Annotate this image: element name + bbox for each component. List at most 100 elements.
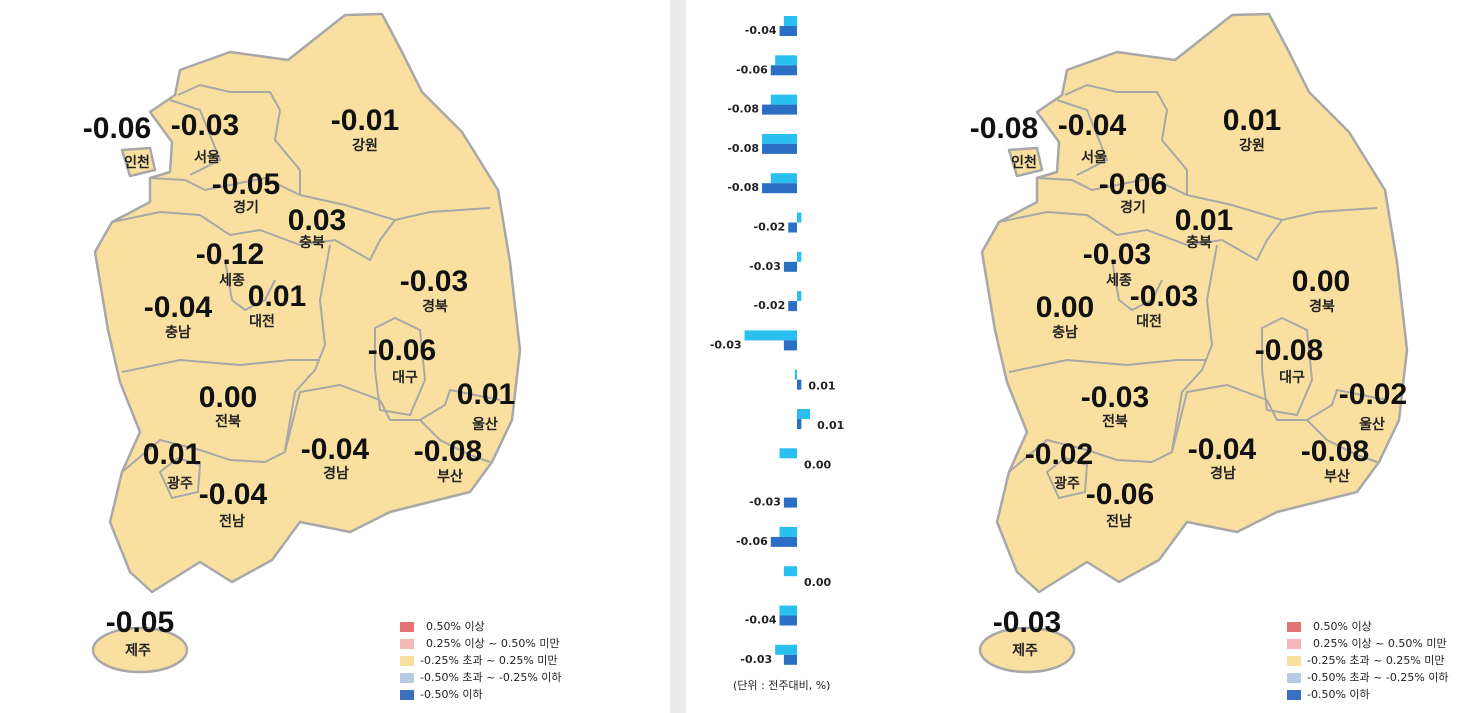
- legend-label: 0.25% 이상 ~ 0.50% 미만: [426, 637, 560, 650]
- region-value: -0.05: [106, 606, 174, 639]
- region-name: 전북: [1102, 413, 1128, 430]
- region-name: 대구: [1279, 370, 1305, 386]
- region-name: 경기: [233, 199, 259, 216]
- region-value: -0.01: [331, 104, 399, 137]
- separator: [670, 0, 686, 713]
- region-value: -0.04: [301, 433, 370, 466]
- region-name: 충북: [299, 235, 325, 251]
- region-value: -0.06: [83, 112, 151, 145]
- region-name: 광주: [167, 475, 193, 492]
- bar: [788, 222, 797, 233]
- region-value: -0.08: [1301, 435, 1369, 468]
- bar: [779, 448, 797, 459]
- region-border: [1306, 419, 1378, 463]
- region-border: [1056, 99, 1109, 176]
- region-value: -0.06: [368, 334, 436, 367]
- region-value: -0.06: [1099, 168, 1167, 201]
- region-border: [374, 316, 427, 417]
- region-border: [379, 388, 501, 421]
- bar: [775, 644, 797, 655]
- region-name: 충남: [165, 324, 191, 341]
- value-label: -0.08: [727, 181, 759, 194]
- region-name: 대전: [1136, 313, 1162, 330]
- region-name: 세종: [219, 273, 245, 289]
- bar: [783, 340, 797, 351]
- region-value: -0.12: [196, 238, 264, 271]
- legend-label: 0.50% 이상: [1313, 620, 1372, 633]
- region-value: 0.01: [1175, 204, 1233, 237]
- jeju-island: [91, 626, 189, 674]
- region-name: 광주: [1054, 475, 1080, 492]
- region-value: -0.03: [1081, 381, 1149, 414]
- region-name: 인천: [1011, 154, 1037, 171]
- region-name: 강원: [352, 137, 378, 154]
- region-value: -0.06: [1086, 478, 1154, 511]
- region-value: -0.04: [1058, 109, 1127, 142]
- bar: [762, 183, 797, 194]
- bar: [788, 301, 797, 312]
- value-label: -0.08: [727, 103, 759, 116]
- region-border: [1008, 358, 1207, 373]
- region-border: [284, 244, 331, 451]
- region-name: 서울: [194, 149, 220, 166]
- region-border: [224, 259, 276, 312]
- region-value: -0.08: [1255, 334, 1323, 367]
- bar: [783, 497, 797, 508]
- region-value: -0.03: [1130, 280, 1198, 313]
- region-value: -0.04: [1188, 433, 1257, 466]
- region-border: [111, 210, 396, 262]
- legend-swatch: [1287, 639, 1301, 649]
- value-label: -0.08: [727, 142, 759, 155]
- region-name: 부산: [1324, 468, 1350, 485]
- bar: [797, 379, 802, 390]
- value-label: -0.04: [745, 614, 777, 627]
- region-border: [149, 176, 491, 222]
- region-border: [1171, 244, 1218, 451]
- legend-swatch: [400, 673, 414, 683]
- region-value: -0.02: [1025, 438, 1093, 471]
- bar: [797, 409, 811, 419]
- region-value: 0.01: [143, 438, 201, 471]
- value-label: -0.02: [754, 221, 786, 234]
- region-border: [998, 210, 1283, 262]
- region-name: 부산: [437, 468, 463, 485]
- bar: [762, 143, 797, 154]
- region-value: 0.03: [288, 204, 346, 237]
- legend-swatch: [1287, 622, 1301, 632]
- region-value: 0.00: [1036, 291, 1094, 324]
- region-name: 전남: [1106, 513, 1132, 530]
- bar: [762, 104, 797, 115]
- region-name: 경북: [422, 298, 448, 315]
- legend-label: -0.50% 이하: [1307, 687, 1370, 701]
- region-border: [1111, 259, 1163, 312]
- bar: [783, 261, 797, 272]
- value-label: -0.03: [749, 260, 781, 273]
- region-value: -0.05: [212, 168, 280, 201]
- legend-label: 0.25% 이상 ~ 0.50% 미만: [1313, 637, 1447, 650]
- legend-swatch: [400, 656, 414, 666]
- bar: [783, 566, 797, 577]
- region-border: [1266, 388, 1388, 421]
- legend-swatch: [1287, 656, 1301, 666]
- region-name: 인천: [124, 154, 150, 171]
- region-border: [419, 419, 491, 463]
- region-name: 울산: [472, 416, 498, 433]
- region-name: 제주: [1012, 643, 1038, 659]
- legend-swatch: [1287, 673, 1301, 683]
- bar: [783, 16, 797, 26]
- region-name: 경남: [323, 465, 349, 482]
- bar: [770, 94, 797, 105]
- value-label: 0.01: [817, 419, 844, 432]
- region-border: [1064, 83, 1188, 195]
- region-value: -0.02: [1339, 378, 1407, 411]
- region-border: [158, 456, 202, 500]
- region-value: -0.08: [414, 435, 482, 468]
- region-value: -0.08: [970, 112, 1038, 145]
- mainland: [93, 12, 522, 594]
- legend-swatch: [1287, 690, 1301, 700]
- value-label: 0.01: [808, 380, 835, 393]
- legend-swatch: [400, 639, 414, 649]
